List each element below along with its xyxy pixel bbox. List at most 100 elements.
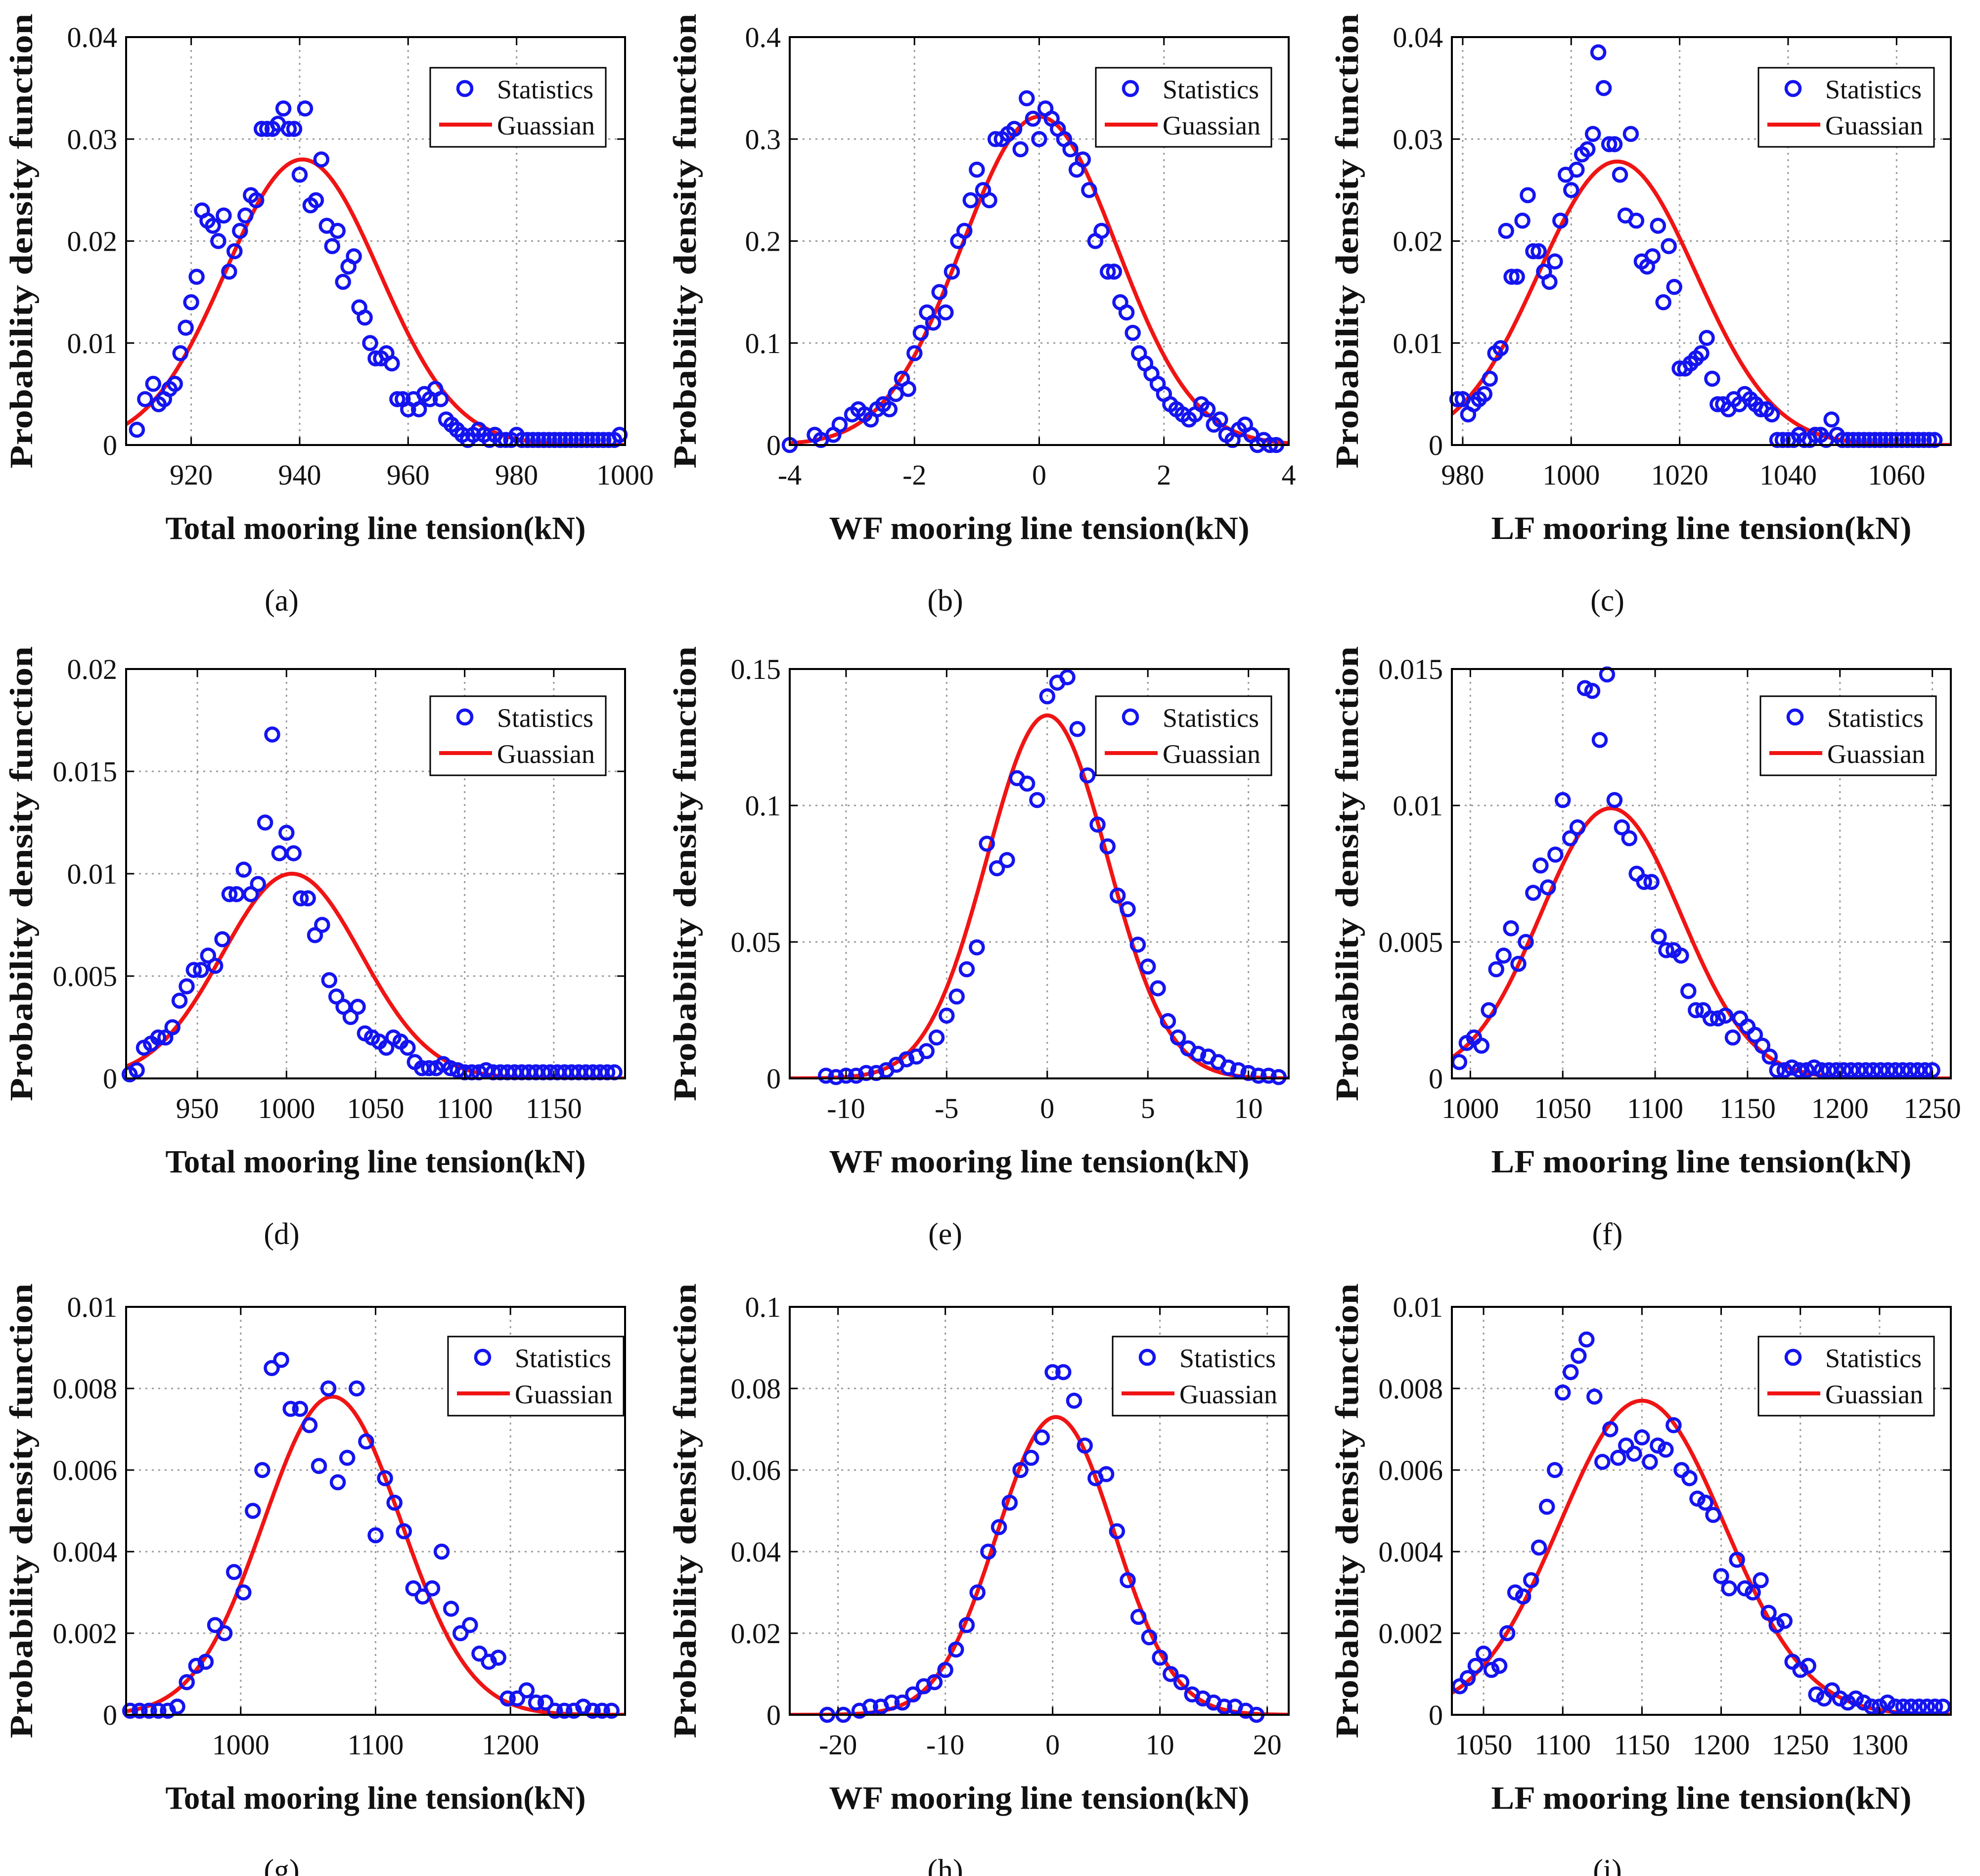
legend-box	[1757, 1336, 1935, 1417]
panel-label: (a)	[265, 584, 299, 618]
statistics-point	[433, 1543, 450, 1560]
statistics-point	[1911, 1698, 1928, 1715]
statistics-point	[207, 958, 224, 974]
statistics-point	[1880, 1062, 1896, 1078]
statistics-point	[1059, 669, 1076, 685]
statistics-point	[1554, 1385, 1571, 1401]
statistics-point	[1926, 432, 1943, 448]
statistics-point	[1451, 1054, 1468, 1071]
statistics-point	[183, 294, 199, 311]
x-tick-label: 5	[1141, 1092, 1155, 1124]
x-tick-label: 1150	[1719, 1092, 1776, 1124]
statistics-point	[362, 335, 378, 352]
statistics-point	[367, 1527, 384, 1544]
statistics-point	[1697, 1494, 1713, 1511]
statistics-point	[285, 845, 302, 861]
statistics-point	[1915, 432, 1932, 448]
statistics-point	[1650, 218, 1666, 234]
x-tick-label: 1100	[348, 1729, 404, 1761]
statistics-point	[1626, 1445, 1642, 1462]
statistics-point	[1579, 141, 1596, 158]
legend-gaussian-label: Guassian	[515, 1380, 613, 1409]
statistics-point	[329, 223, 346, 239]
statistics-point	[1525, 885, 1541, 901]
statistics-point	[1628, 213, 1645, 229]
statistics-point	[1618, 1437, 1634, 1454]
x-tick-label: 0	[1045, 1729, 1060, 1761]
statistics-point	[1769, 1062, 1785, 1078]
x-axis-label: Total mooring line tension(kN)	[166, 1780, 586, 1816]
statistics-point	[1260, 1068, 1277, 1084]
statistics-point	[1857, 1062, 1874, 1078]
statistics-point	[969, 1584, 986, 1601]
x-tick-label: 920	[170, 459, 213, 491]
statistics-point	[1899, 432, 1916, 448]
statistics-point	[1012, 1462, 1029, 1478]
x-tick-label: 1000	[258, 1092, 315, 1124]
statistics-point	[1636, 874, 1652, 890]
y-axis-label: Probability density function	[1329, 14, 1365, 469]
statistics-point	[308, 192, 324, 209]
legend-statistics-label: Statistics	[497, 703, 593, 733]
x-tick-label: 1200	[1811, 1092, 1869, 1124]
legend-statistics-marker	[1786, 708, 1804, 726]
statistics-point	[1069, 721, 1086, 737]
statistics-point	[292, 1401, 309, 1417]
statistics-point	[207, 1617, 224, 1633]
statistics-point	[1754, 1037, 1771, 1054]
x-tick-label: -5	[935, 1092, 958, 1124]
statistics-point	[1806, 1059, 1822, 1076]
legend-box	[1095, 695, 1272, 776]
statistics-point	[1903, 1698, 1920, 1715]
statistics-point	[1510, 955, 1527, 972]
statistics-point	[1650, 1437, 1666, 1454]
statistics-point	[1935, 1698, 1951, 1715]
panel-label: (e)	[928, 1217, 962, 1251]
statistics-point	[1681, 1470, 1698, 1486]
statistics-point	[1099, 838, 1116, 855]
plot-area-frame	[789, 1306, 1290, 1716]
y-tick-label: 0.08	[731, 1373, 781, 1405]
statistics-point	[275, 100, 292, 117]
statistics-point	[509, 1690, 526, 1707]
statistics-point	[1520, 187, 1536, 203]
statistics-point	[574, 432, 590, 448]
statistics-point	[245, 1503, 261, 1519]
statistics-point	[1482, 370, 1498, 387]
statistics-point	[948, 1641, 964, 1658]
legend-statistics-label: Statistics	[1179, 1343, 1276, 1373]
statistics-point	[1216, 1698, 1233, 1715]
y-axis-label: Probability density function	[1329, 646, 1365, 1101]
statistics-point	[1872, 432, 1889, 448]
statistics-point	[1904, 432, 1921, 448]
statistics-point	[1792, 1662, 1808, 1678]
statistics-point	[1887, 1062, 1904, 1078]
statistics-point	[838, 1068, 855, 1084]
y-tick-label: 0	[766, 1063, 781, 1095]
x-axis-label: LF mooring line tension(kN)	[1491, 1144, 1912, 1180]
x-axis-label: WF mooring line tension(kN)	[829, 1144, 1250, 1180]
y-tick-label: 0.01	[1393, 327, 1443, 359]
legend-gaussian-label: Guassian	[497, 739, 595, 769]
statistics-point	[537, 1695, 554, 1711]
statistics-point	[958, 1617, 975, 1633]
statistics-point	[514, 432, 530, 448]
statistics-point	[980, 1543, 996, 1560]
statistics-point	[518, 1682, 535, 1698]
x-tick-label: -10	[827, 1092, 865, 1124]
legend-statistics-marker	[456, 80, 474, 97]
statistics-point	[1093, 223, 1110, 239]
statistics-point	[1451, 1678, 1468, 1695]
statistics-point	[1120, 1572, 1136, 1589]
statistics-point	[421, 1060, 437, 1076]
statistics-point	[1784, 1059, 1800, 1076]
statistics-point	[1610, 1450, 1626, 1466]
statistics-point	[1867, 432, 1883, 448]
gaussian-fit-line	[126, 157, 625, 445]
statistics-point	[1578, 1331, 1595, 1348]
statistics-point	[1747, 1027, 1763, 1043]
statistics-point	[1840, 1695, 1856, 1711]
legend-statistics-marker	[1138, 1348, 1156, 1366]
statistics-point	[1120, 901, 1136, 918]
